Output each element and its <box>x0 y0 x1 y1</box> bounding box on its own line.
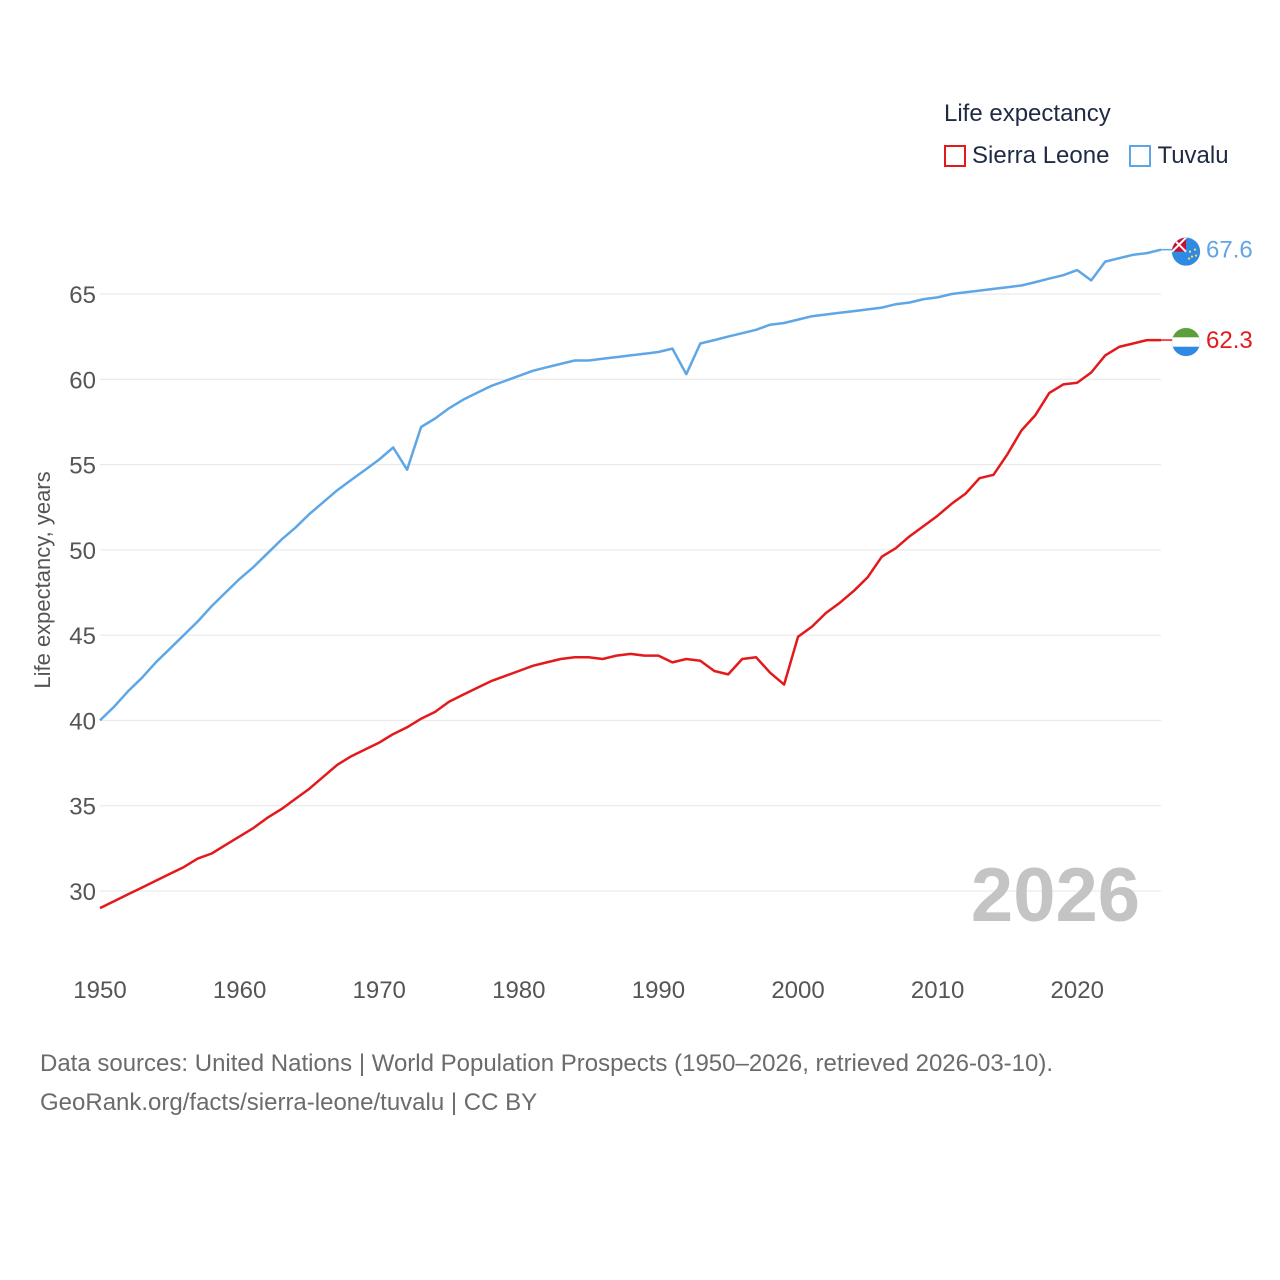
y-tick-label-40: 40 <box>69 708 96 735</box>
x-tick-label-1980: 1980 <box>492 977 545 1004</box>
y-tick-label-60: 60 <box>69 367 96 394</box>
end-value-label-sierra-leone: 62.3 <box>1206 327 1253 354</box>
x-tick-label-2010: 2010 <box>911 977 964 1004</box>
legend-title: Life expectancy <box>944 100 1111 127</box>
flag-star-1 <box>1193 248 1197 251</box>
x-tick-label-1950: 1950 <box>73 977 126 1004</box>
tuvalu-flag-icon <box>1171 237 1201 267</box>
legend-item-sierra-leone[interactable]: Sierra Leone <box>944 142 1109 170</box>
data-source-note: Data sources: United Nations | World Pop… <box>40 1044 1053 1122</box>
x-tick-label-2000: 2000 <box>771 977 824 1004</box>
y-tick-label-35: 35 <box>69 794 96 821</box>
flag-stripe-green <box>1172 328 1200 338</box>
legend-swatch-sierra-leone <box>944 145 966 167</box>
source-line-2[interactable]: GeoRank.org/facts/sierra-leone/tuvalu | … <box>40 1089 538 1116</box>
series-line-tuvalu <box>99 248 1162 722</box>
y-tick-label-45: 45 <box>69 623 96 650</box>
x-tick-label-2020: 2020 <box>1051 977 1104 1004</box>
legend-label-tuvalu: Tuvalu <box>1157 142 1229 169</box>
gridlines <box>100 293 1161 892</box>
flag-stripe-blue <box>1172 346 1200 357</box>
y-tick-label-65: 65 <box>69 282 96 309</box>
flag-stripe-white <box>1172 337 1200 347</box>
current-year-watermark: 2026 <box>970 853 1140 938</box>
sierra-leone-flag-icon <box>1171 327 1201 357</box>
end-value-label-tuvalu: 67.6 <box>1206 237 1253 264</box>
flag-star-0 <box>1188 250 1192 253</box>
y-tick-label-50: 50 <box>69 538 96 565</box>
y-tick-label-30: 30 <box>69 879 96 906</box>
series-line-sierra-leone <box>99 338 1161 910</box>
x-tick-label-1990: 1990 <box>632 977 685 1004</box>
x-tick-label-1960: 1960 <box>213 977 266 1004</box>
x-tick-label-1970: 1970 <box>353 977 406 1004</box>
end-markers: 62.3 67.6 <box>1161 237 1253 357</box>
y-axis-label: Life expectancy, years <box>30 471 55 689</box>
source-line-1: Data sources: United Nations | World Pop… <box>40 1050 1054 1077</box>
flag-star-3 <box>1194 254 1198 257</box>
legend-label-sierra-leone: Sierra Leone <box>972 142 1110 169</box>
y-tick-label-55: 55 <box>69 453 96 480</box>
legend: Sierra Leone Tuvalu <box>944 142 1229 170</box>
legend-swatch-tuvalu <box>1129 145 1152 167</box>
legend-item-tuvalu[interactable]: Tuvalu <box>1129 142 1229 170</box>
flag-star-4 <box>1187 257 1191 260</box>
flag-star-2 <box>1190 255 1194 258</box>
series-lines <box>99 248 1162 910</box>
axis-ticks: 30 35 40 45 50 55 60 65 1950 1960 1970 1980 1990 2000… <box>69 282 1104 1004</box>
